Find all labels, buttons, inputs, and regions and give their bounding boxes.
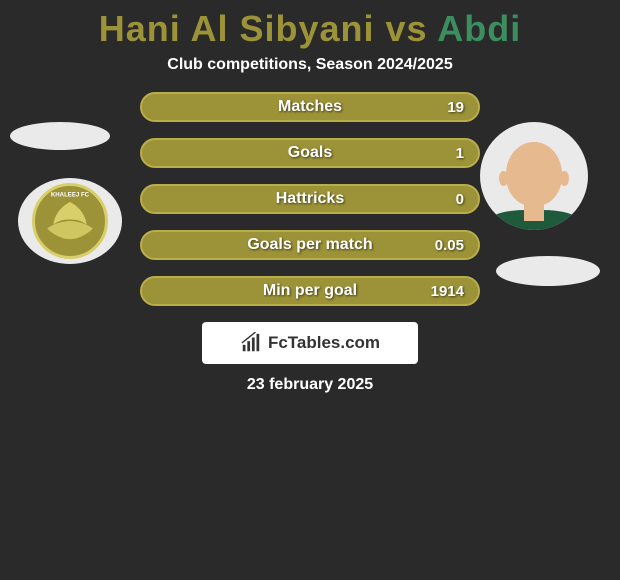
player1-club-crest: KHALEEJ FC xyxy=(18,178,122,264)
stat-value: 19 xyxy=(447,99,464,116)
date-text: 23 february 2025 xyxy=(0,376,620,394)
stat-row-matches: Matches 19 xyxy=(140,92,480,122)
stat-label: Matches xyxy=(142,98,478,116)
stat-row-goals: Goals 1 xyxy=(140,138,480,168)
stat-label: Hattricks xyxy=(142,190,478,208)
stat-row-mpg: Min per goal 1914 xyxy=(140,276,480,306)
player2-avatar xyxy=(480,122,588,230)
chart-icon xyxy=(240,332,262,354)
head xyxy=(506,142,561,206)
subtitle: Club competitions, Season 2024/2025 xyxy=(0,56,620,92)
comparison-title: Hani Al Sibyani vs Abdi xyxy=(0,0,620,56)
stat-row-hattricks: Hattricks 0 xyxy=(140,184,480,214)
stat-label: Goals xyxy=(142,144,478,162)
stat-row-gpm: Goals per match 0.05 xyxy=(140,230,480,260)
stat-value: 0 xyxy=(456,191,464,208)
face-graphic xyxy=(491,138,577,230)
stat-label: Min per goal xyxy=(142,282,478,300)
stat-value: 1 xyxy=(456,145,464,162)
vs-separator: vs xyxy=(375,8,438,49)
player2-name: Abdi xyxy=(437,8,521,49)
attribution-text: FcTables.com xyxy=(268,333,380,353)
attribution-box: FcTables.com xyxy=(202,322,418,364)
neck xyxy=(524,204,545,221)
crest-text: KHALEEJ FC xyxy=(51,192,90,199)
player1-placeholder-ellipse xyxy=(10,122,110,150)
stat-label: Goals per match xyxy=(142,236,478,254)
stat-value: 0.05 xyxy=(435,237,464,254)
eagle-crest-icon: KHALEEJ FC xyxy=(32,183,108,259)
crest-badge: KHALEEJ FC xyxy=(32,183,108,259)
player1-name: Hani Al Sibyani xyxy=(99,8,375,49)
stat-value: 1914 xyxy=(431,283,464,300)
player2-placeholder-ellipse xyxy=(496,256,600,286)
stats-container: Matches 19 Goals 1 Hattricks 0 Goals per… xyxy=(140,92,480,306)
